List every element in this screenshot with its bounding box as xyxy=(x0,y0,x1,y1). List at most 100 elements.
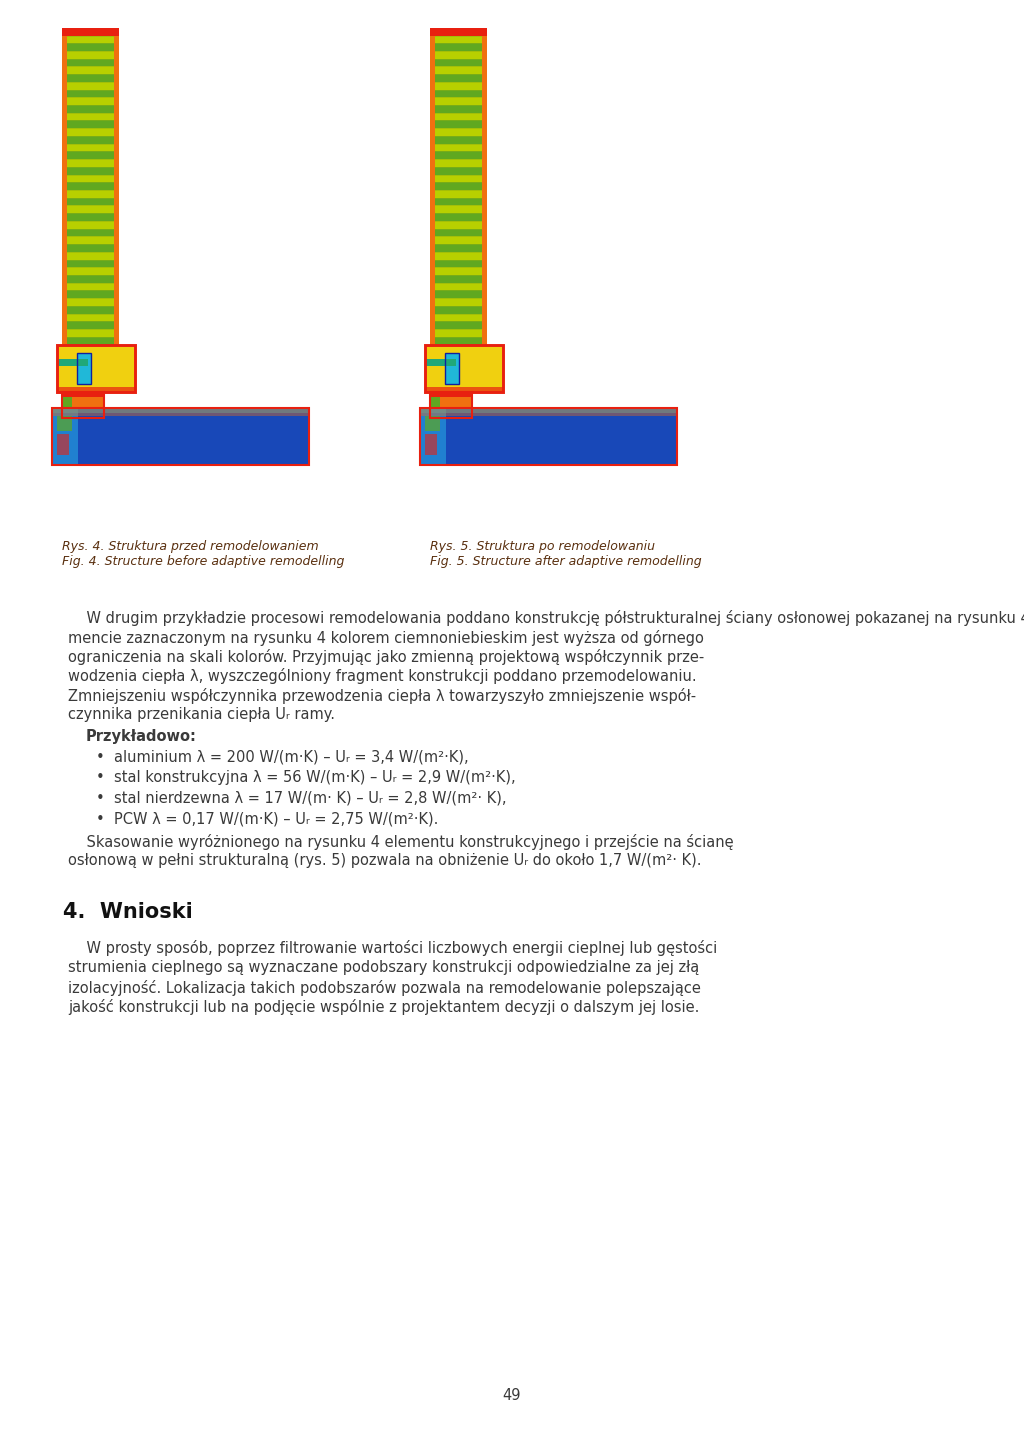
Bar xyxy=(435,305,482,316)
Bar xyxy=(435,244,482,254)
Bar xyxy=(67,144,114,153)
Bar xyxy=(435,135,482,146)
Text: •  aluminium λ = 200 W/(m·K) – Uᵣ = 3,4 W/(m²·K),: • aluminium λ = 200 W/(m·K) – Uᵣ = 3,4 W… xyxy=(96,749,469,765)
Bar xyxy=(430,392,472,398)
Text: Przykładowo:: Przykładowo: xyxy=(86,729,197,744)
Bar xyxy=(62,392,104,418)
Bar xyxy=(425,388,503,392)
Text: ograniczenia na skali kolorów. Przyjmując jako zmienną projektową współczynnik p: ograniczenia na skali kolorów. Przyjmują… xyxy=(68,648,705,664)
Bar xyxy=(435,267,482,277)
Bar xyxy=(435,213,482,222)
Bar xyxy=(67,135,114,146)
Bar xyxy=(435,50,482,61)
Bar xyxy=(67,298,114,307)
Bar xyxy=(67,89,114,99)
Bar xyxy=(62,414,104,418)
Text: izolacyjność. Lokalizacja takich podobszarów pozwala na remodelowanie polepszają: izolacyjność. Lokalizacja takich podobsz… xyxy=(68,980,700,996)
Bar xyxy=(430,36,435,344)
Bar xyxy=(67,174,114,184)
Bar xyxy=(67,213,114,222)
Bar xyxy=(77,353,91,383)
Bar xyxy=(67,182,114,192)
Text: Fig. 4. Structure before adaptive remodelling: Fig. 4. Structure before adaptive remode… xyxy=(62,555,344,568)
Bar xyxy=(435,252,482,261)
Bar xyxy=(445,353,459,383)
Bar xyxy=(57,416,72,431)
Bar xyxy=(435,174,482,184)
Bar xyxy=(67,128,114,137)
Bar xyxy=(435,144,482,153)
Bar xyxy=(420,408,677,416)
Bar xyxy=(435,329,482,339)
Bar xyxy=(52,408,78,465)
Bar xyxy=(67,275,114,284)
Text: •  stal konstrukcyjna λ = 56 W/(m·K) – Uᵣ = 2,9 W/(m²·K),: • stal konstrukcyjna λ = 56 W/(m·K) – Uᵣ… xyxy=(96,769,516,785)
Bar xyxy=(435,290,482,298)
Bar xyxy=(430,27,487,36)
Bar xyxy=(420,408,446,465)
Bar xyxy=(67,305,114,316)
Bar xyxy=(62,392,104,418)
Text: 4.  Wnioski: 4. Wnioski xyxy=(63,902,193,922)
Bar xyxy=(435,36,482,45)
Bar xyxy=(52,408,309,465)
Bar xyxy=(52,408,309,414)
Bar xyxy=(57,434,69,455)
Text: Skasowanie wyróżnionego na rysunku 4 elementu konstrukcyjnego i przejście na ści: Skasowanie wyróżnionego na rysunku 4 ele… xyxy=(68,833,733,850)
Text: mencie zaznaczonym na rysunku 4 kolorem ciemnoniebieskim jest wyższa od górnego: mencie zaznaczonym na rysunku 4 kolorem … xyxy=(68,630,703,646)
Text: W prosty sposób, poprzez filtrowanie wartości liczbowych energii cieplnej lub gę: W prosty sposób, poprzez filtrowanie war… xyxy=(68,941,717,957)
Bar xyxy=(67,105,114,114)
Bar xyxy=(435,314,482,323)
Bar xyxy=(435,182,482,192)
Bar xyxy=(62,36,67,344)
Bar xyxy=(425,434,437,455)
Bar xyxy=(67,337,114,346)
Bar xyxy=(435,220,482,231)
Bar xyxy=(62,27,119,36)
Bar xyxy=(430,392,472,418)
Bar xyxy=(482,36,487,344)
Bar xyxy=(430,414,472,418)
Bar xyxy=(445,353,459,383)
Bar xyxy=(435,167,482,176)
Bar xyxy=(67,220,114,231)
Bar xyxy=(425,344,503,392)
Bar xyxy=(435,205,482,215)
Bar xyxy=(435,282,482,293)
Bar xyxy=(435,321,482,330)
Text: czynnika przenikania ciepła Uᵣ ramy.: czynnika przenikania ciepła Uᵣ ramy. xyxy=(68,708,335,722)
Bar xyxy=(67,252,114,261)
Bar xyxy=(67,321,114,330)
Bar xyxy=(435,112,482,122)
Bar xyxy=(435,275,482,284)
Bar xyxy=(420,408,677,465)
Bar xyxy=(67,59,114,68)
Bar xyxy=(435,66,482,75)
Bar xyxy=(435,128,482,137)
Bar xyxy=(57,359,88,366)
Bar xyxy=(67,229,114,238)
Bar xyxy=(67,329,114,339)
Bar xyxy=(435,73,482,84)
Bar xyxy=(420,408,677,465)
Text: jakość konstrukcji lub na podjęcie wspólnie z projektantem decyzji o dalszym jej: jakość konstrukcji lub na podjęcie wspól… xyxy=(68,999,699,1014)
Bar xyxy=(435,298,482,307)
Bar xyxy=(67,151,114,160)
Bar xyxy=(67,97,114,107)
Text: osłonową w pełni strukturalną (rys. 5) pozwala na obniżenie Uᵣ do około 1,7 W/(m: osłonową w pełni strukturalną (rys. 5) p… xyxy=(68,853,701,867)
Bar xyxy=(52,408,309,465)
Bar xyxy=(435,105,482,114)
Text: Fig. 5. Structure after adaptive remodelling: Fig. 5. Structure after adaptive remodel… xyxy=(430,555,701,568)
Bar xyxy=(67,205,114,215)
Bar xyxy=(67,167,114,176)
Bar xyxy=(67,236,114,245)
Bar xyxy=(435,151,482,160)
Bar xyxy=(62,392,104,398)
Bar xyxy=(57,344,135,392)
Text: 49: 49 xyxy=(503,1388,521,1404)
Bar xyxy=(67,159,114,169)
Bar xyxy=(67,282,114,293)
Bar xyxy=(430,398,440,414)
Bar xyxy=(67,82,114,91)
Bar xyxy=(62,398,72,414)
